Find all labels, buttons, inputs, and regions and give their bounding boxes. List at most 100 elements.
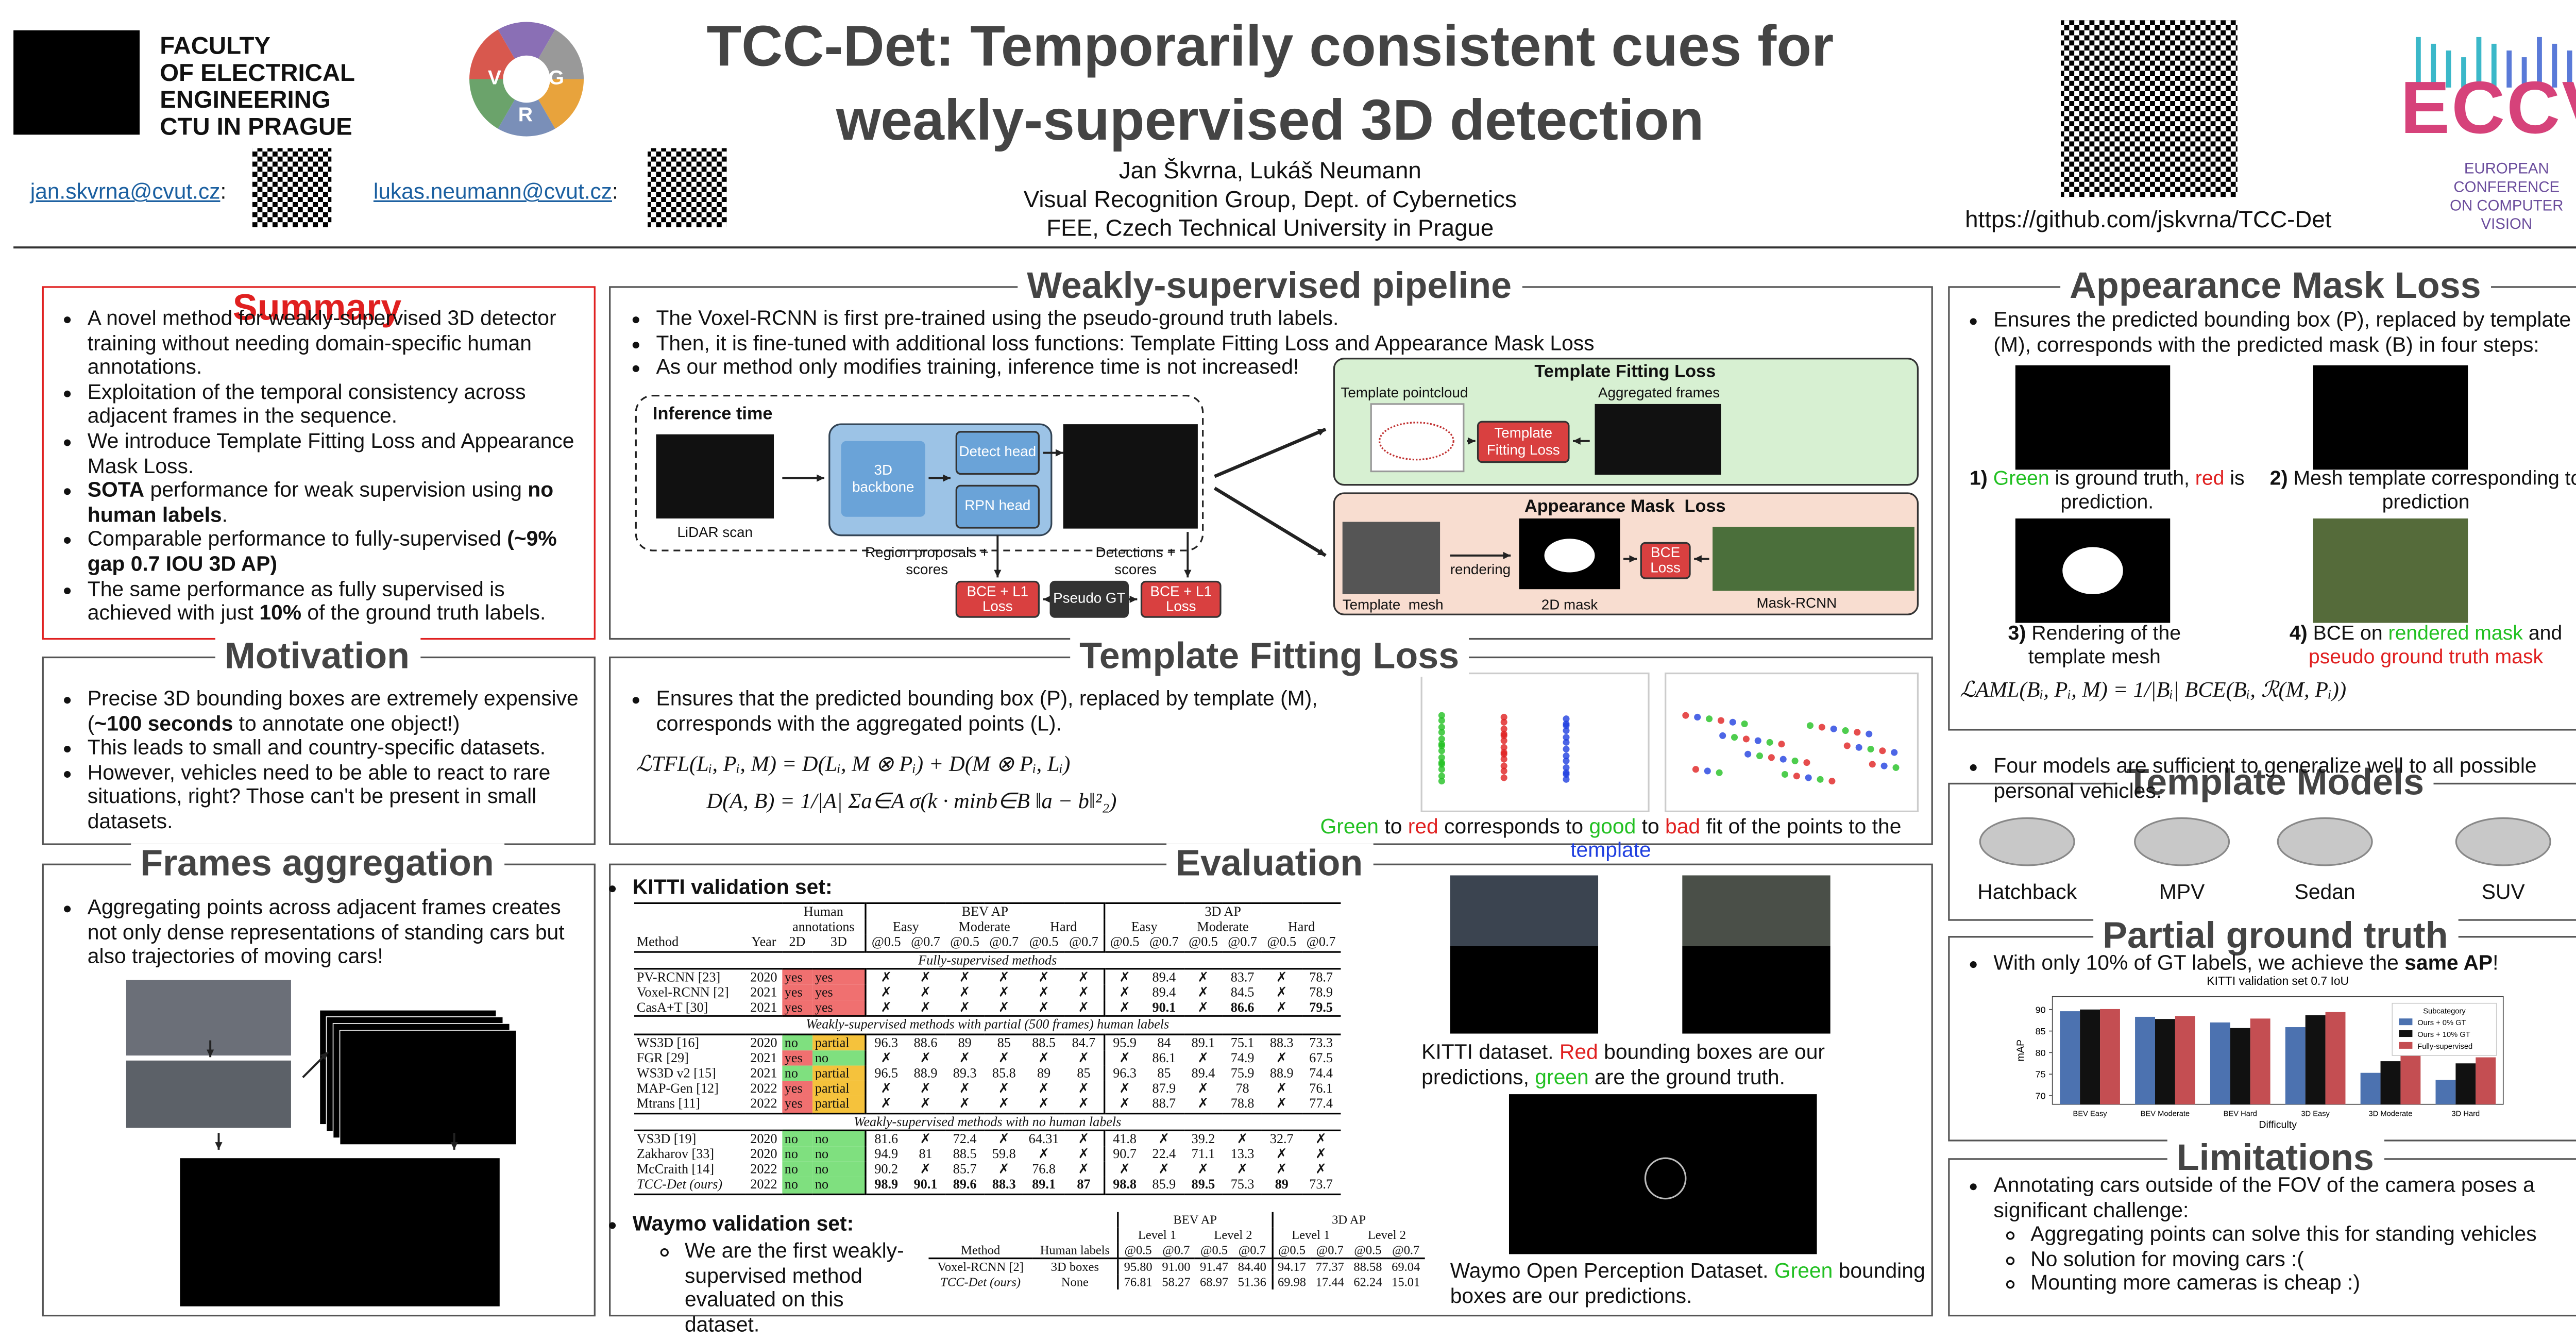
bullet: Waymo validation set: — [633, 1212, 854, 1237]
bullet-list: A novel method for weakly-supervised 3D … — [50, 306, 585, 626]
value-cell: 58.27 — [1162, 1274, 1191, 1289]
waymo-caption: Waymo Open Perception Dataset. Green bou… — [1450, 1259, 1930, 1310]
template-name: MPV — [2159, 880, 2205, 904]
kitti-caption: KITTI dataset. Red bounding boxes are ou… — [1421, 1041, 1926, 1091]
bar — [2155, 1019, 2175, 1104]
value-cell: 85 — [997, 1034, 1011, 1050]
aml-image — [2313, 518, 2468, 623]
bullet: Aggregating points can solve this for st… — [2030, 1222, 2576, 1247]
fit-point — [1729, 718, 1736, 726]
value-cell: 41.8 — [1103, 1130, 1145, 1147]
value-cell: 86.1 — [1152, 1050, 1176, 1066]
table-header: @0.5 — [950, 935, 980, 950]
method-cell: TCC-Det (ours) — [636, 1177, 723, 1193]
legend-label: Ours + 10% GT — [2417, 1031, 2470, 1039]
fit-point — [1867, 745, 1874, 753]
bar — [2325, 1012, 2346, 1104]
method-cell: TCC-Det (ours) — [940, 1274, 1021, 1289]
value-cell: 72.4 — [953, 1131, 977, 1146]
y-tick-label: 85 — [2036, 1026, 2046, 1036]
annotation-cell: no — [812, 1050, 866, 1066]
annotation-cell: no — [782, 1162, 812, 1178]
arrow-head — [215, 1142, 223, 1150]
text-run: Comparable performance to fully-supervis… — [87, 527, 507, 551]
fit-point — [1742, 735, 1750, 743]
section-title: Template Models — [2116, 762, 2434, 803]
fit-point — [1793, 773, 1800, 780]
table-header: 3D AP — [1103, 903, 1341, 920]
fit-point — [1563, 757, 1570, 764]
value-cell: ✗ — [1103, 1096, 1145, 1113]
text-run: KITTI dataset. — [1421, 1040, 1560, 1064]
value-cell: 78.8 — [1230, 1096, 1255, 1112]
text-run: Mesh template corresponding to predictio… — [2287, 466, 2576, 513]
annotation-cell: yes — [782, 1096, 812, 1113]
value-cell: ✗ — [1197, 1081, 1209, 1097]
value-cell: ✗ — [998, 1131, 1010, 1146]
table-header: @0.7 — [1316, 1242, 1344, 1258]
value-cell: 94.17 — [1271, 1258, 1311, 1275]
logo-letter: V — [488, 66, 501, 89]
logo-stripe — [2446, 50, 2451, 88]
value-cell: ✗ — [920, 1050, 931, 1066]
tfl-bullets: Ensures that the predicted bounding box … — [619, 687, 1410, 736]
table-row: MAP-Gen [12] 2022 yes partial ✗ ✗ ✗ ✗ ✗ ✗ ✗ 87.9 ✗ 78… — [634, 1081, 1341, 1097]
value-cell: ✗ — [998, 984, 1010, 1000]
value-cell: ✗ — [1276, 984, 1287, 1000]
fit-point — [1766, 739, 1773, 746]
empty-cell — [928, 1212, 1118, 1227]
value-cell: 59.8 — [992, 1146, 1016, 1162]
section-title: Motivation — [214, 635, 420, 677]
car-template — [2134, 817, 2230, 866]
table-row: Weakly-supervised methods with partial (… — [634, 1017, 1341, 1034]
text-run: is prediction. — [2060, 466, 2245, 513]
fit-point — [1438, 766, 1445, 773]
table-header: @0.7 — [1069, 935, 1098, 950]
value-cell: 88.6 — [913, 1034, 938, 1050]
mask-shape — [1544, 539, 1595, 573]
bullet: Annotating cars outside of the FOV of th… — [1993, 1174, 2576, 1222]
arrow-head — [994, 569, 1002, 578]
fit-point — [1754, 737, 1761, 744]
bar — [2080, 1009, 2100, 1104]
annotation-cell: yes — [782, 1000, 812, 1017]
table-header: Human annotations — [792, 904, 855, 935]
year-cell: 2021 — [750, 984, 777, 1000]
text-run: SOTA — [87, 478, 145, 502]
fit-point — [1438, 717, 1445, 724]
table-header: @0.5 — [1189, 935, 1218, 950]
detect-head: Detect head — [955, 431, 1040, 475]
table-row: Method Human labels @0.5 @0.7 @0.5 @0.7 @0.5 @0… — [928, 1242, 1425, 1259]
value-cell: ✗ — [1103, 1162, 1145, 1178]
qr-code — [2060, 20, 2238, 197]
value-cell: ✗ — [1197, 984, 1209, 1000]
template-name: Hatchback — [1977, 880, 2077, 904]
table-header: 2D — [789, 935, 806, 950]
value-cell: 77.4 — [1309, 1096, 1333, 1112]
waymo-image — [1509, 1094, 1817, 1254]
bullet: Ensures the predicted bounding box (P), … — [1993, 308, 2576, 357]
table-header: @0.7 — [1228, 935, 1257, 950]
value-cell: 89.1 — [1191, 1034, 1215, 1050]
annotation-cell: yes — [812, 1000, 866, 1017]
text-run: 3) — [2008, 621, 2026, 645]
value-cell: 67.5 — [1309, 1050, 1333, 1066]
value-cell: 84.40 — [1238, 1259, 1266, 1275]
template-name: SUV — [2481, 880, 2525, 904]
arrow — [1213, 487, 1327, 557]
bullet-list: We are the first weakly-supervised metho… — [648, 1239, 917, 1337]
table-row: TCC-Det (ours) None 76.81 58.27 68.97 51.36 69… — [928, 1274, 1425, 1289]
text-run: Waymo Open Perception Dataset. — [1450, 1259, 1774, 1283]
value-cell: 79.5 — [1309, 1000, 1333, 1016]
method-cell: CasA+T [30] — [636, 1000, 708, 1016]
fit-point — [1803, 759, 1810, 766]
bar — [2230, 1028, 2250, 1104]
fit-point — [1731, 734, 1738, 741]
aml-bullets: Ensures the predicted bounding box (P), … — [1957, 308, 2576, 357]
diagram-label: Template pointcloud — [1341, 383, 1468, 401]
bullet: SOTA performance for weak supervision us… — [88, 478, 586, 527]
bullet: Four models are sufficient to generalize… — [1993, 754, 2576, 803]
